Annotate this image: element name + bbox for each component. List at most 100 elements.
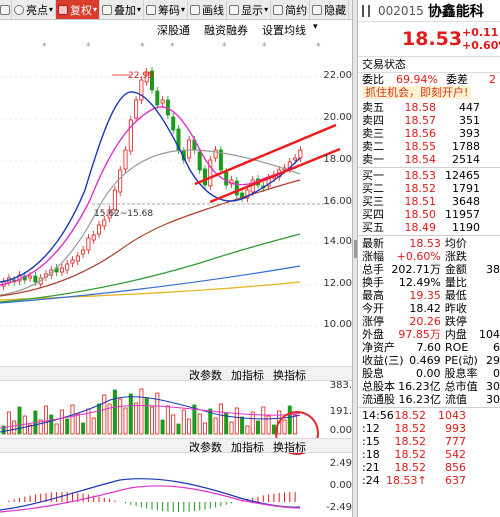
tab-rongzirongquan[interactable]: 融资融券 bbox=[204, 24, 248, 37]
volume-bar bbox=[213, 417, 218, 435]
stat-value: 202.71万 bbox=[391, 263, 441, 276]
ma60-line bbox=[0, 233, 301, 303]
huaxian-button[interactable]: 画线 bbox=[188, 0, 228, 19]
ask-price: 18.55 bbox=[404, 140, 437, 153]
chouma-label: 筹码 bbox=[158, 3, 181, 17]
overlay-icon bbox=[102, 4, 113, 15]
stat-row: 总手 202.71万 金额 38 bbox=[358, 263, 500, 276]
event-star-icon: * bbox=[140, 42, 145, 52]
stat-value: 7.60 bbox=[416, 341, 442, 354]
volume-bar bbox=[255, 420, 260, 435]
stat-value-2: 104 bbox=[479, 328, 500, 341]
stat-label-2: 涨跌 bbox=[444, 250, 467, 263]
promo-text[interactable]: 抓住机会，即刻开户! bbox=[362, 86, 472, 99]
ask-volume: 447 bbox=[459, 101, 480, 114]
indicator1-edit-params-button[interactable]: 改参数 bbox=[189, 369, 222, 382]
tick-volume: 856 bbox=[445, 461, 466, 474]
indicator1-add-indicator-button[interactable]: 加指标 bbox=[231, 369, 264, 382]
splitter-grip-icon bbox=[354, 240, 357, 258]
stat-value: 97.85万 bbox=[398, 328, 441, 341]
volume-bar bbox=[1, 425, 6, 435]
candle-body bbox=[75, 255, 80, 262]
chouma-button[interactable]: 筹码 ▾ bbox=[144, 0, 189, 19]
chevron-down-icon: ▾ bbox=[49, 5, 54, 14]
volume-bar bbox=[134, 402, 139, 435]
candle-body bbox=[218, 149, 223, 171]
stats-divider bbox=[358, 235, 500, 236]
ask-row[interactable]: 卖二 18.55 1788 bbox=[358, 140, 500, 153]
stat-value: 16.23亿 bbox=[398, 393, 442, 406]
liangdian-button[interactable]: 亮点 ▾ bbox=[12, 0, 57, 19]
ask-book: 卖五 18.58 447 卖四 18.57 351 卖三 18.56 393 卖二 18.55 178… bbox=[358, 101, 500, 166]
stat-row: 股息 0.00 股息率 0 bbox=[358, 367, 500, 380]
tab-shezhijunxian[interactable]: 设置均线 bbox=[262, 24, 306, 37]
volume-bar bbox=[12, 420, 17, 435]
volume-bar bbox=[197, 413, 202, 435]
stat-value-2: 0 bbox=[493, 367, 500, 380]
bid-row[interactable]: 买三 18.51 3648 bbox=[358, 195, 500, 208]
indicator2-add-indicator-button[interactable]: 加指标 bbox=[231, 441, 264, 454]
chevron-down-icon[interactable]: ▾ bbox=[313, 22, 318, 32]
volume-bar bbox=[123, 407, 128, 435]
indicator2-switch-indicator-button[interactable]: 换指标 bbox=[273, 441, 306, 454]
volume-bar bbox=[102, 394, 107, 435]
candle-body bbox=[139, 79, 144, 101]
candle-body bbox=[224, 171, 229, 186]
stat-row: 最高 19.35 最低 bbox=[358, 289, 500, 302]
candlestick-series bbox=[1, 67, 303, 290]
volume-bar bbox=[234, 407, 239, 435]
tick-time: :18 bbox=[362, 448, 380, 461]
candle-body bbox=[86, 237, 91, 251]
candle-body bbox=[81, 249, 86, 255]
volume-axis-label: 383. bbox=[329, 380, 352, 391]
fuquan-button[interactable]: 复权 ▾ bbox=[56, 0, 101, 19]
volume-bar bbox=[81, 422, 86, 435]
ma5-line bbox=[0, 91, 301, 283]
toolbar-button-cut[interactable] bbox=[0, 0, 12, 19]
jianyue-button[interactable]: 简约 bbox=[271, 0, 311, 19]
promo-banner[interactable]: 抓住机会，即刻开户! bbox=[358, 85, 500, 101]
tick-price: 18.52 bbox=[394, 422, 427, 435]
bid-row[interactable]: 买二 18.52 1791 bbox=[358, 182, 500, 195]
stat-label-2: 流值 bbox=[445, 393, 468, 406]
tick-row: :12 18.52 993 bbox=[358, 422, 500, 435]
candle-body bbox=[97, 224, 102, 235]
xianshi-button[interactable]: 显示 ▾ bbox=[227, 0, 272, 19]
diejia-button[interactable]: 叠加 ▾ bbox=[100, 0, 145, 19]
ask-price: 18.57 bbox=[404, 114, 437, 127]
volume-bar bbox=[181, 409, 186, 435]
stat-label-2: 金额 bbox=[444, 263, 467, 276]
tab-shengutong[interactable]: 深股通 bbox=[157, 24, 190, 37]
ask-label: 卖三 bbox=[362, 127, 384, 140]
ask-row[interactable]: 卖五 18.58 447 bbox=[358, 101, 500, 114]
stat-label: 涨幅 bbox=[362, 250, 384, 263]
ask-row[interactable]: 卖四 18.57 351 bbox=[358, 114, 500, 127]
kline-chart-area[interactable]: 22.99 15.62~15.68 * * * * * * * 深股通 融资融券 设置均线 ▾… bbox=[0, 20, 358, 517]
stat-value-2: 6 bbox=[493, 341, 500, 354]
ask-row[interactable]: 卖三 18.56 393 bbox=[358, 127, 500, 140]
bid-row[interactable]: 买五 18.49 1190 bbox=[358, 221, 500, 234]
macd-dif-line bbox=[0, 478, 301, 511]
highlight-circle bbox=[275, 411, 319, 455]
volume-bar bbox=[17, 406, 22, 435]
volume-bar bbox=[6, 411, 11, 435]
tick-row: 14:56 18.52 1043 bbox=[358, 409, 500, 422]
ma30-line bbox=[0, 179, 301, 297]
volume-bar bbox=[266, 415, 271, 435]
indicator1-switch-indicator-button[interactable]: 换指标 bbox=[273, 369, 306, 382]
menu-icon[interactable] bbox=[362, 4, 370, 17]
stat-value: 18.42 bbox=[409, 302, 441, 315]
ask-row[interactable]: 卖一 18.54 2514 bbox=[358, 153, 500, 166]
stat-label-2: 均价 bbox=[444, 237, 467, 250]
volume-bar bbox=[75, 413, 80, 435]
price-axis-label: 14.00 bbox=[323, 236, 352, 247]
indicator2-edit-params-button[interactable]: 改参数 bbox=[189, 441, 222, 454]
yincang-button[interactable]: 隐藏 bbox=[310, 0, 350, 19]
quote-header: 002015 协鑫能科 bbox=[358, 0, 500, 22]
bid-row[interactable]: 买一 18.53 12465 bbox=[358, 169, 500, 182]
panel-splitter[interactable] bbox=[352, 0, 358, 517]
jianyue-label: 简约 bbox=[285, 3, 308, 17]
candle-body bbox=[149, 70, 154, 91]
bid-row[interactable]: 买四 18.50 11957 bbox=[358, 208, 500, 221]
bid-volume: 1190 bbox=[452, 221, 480, 234]
